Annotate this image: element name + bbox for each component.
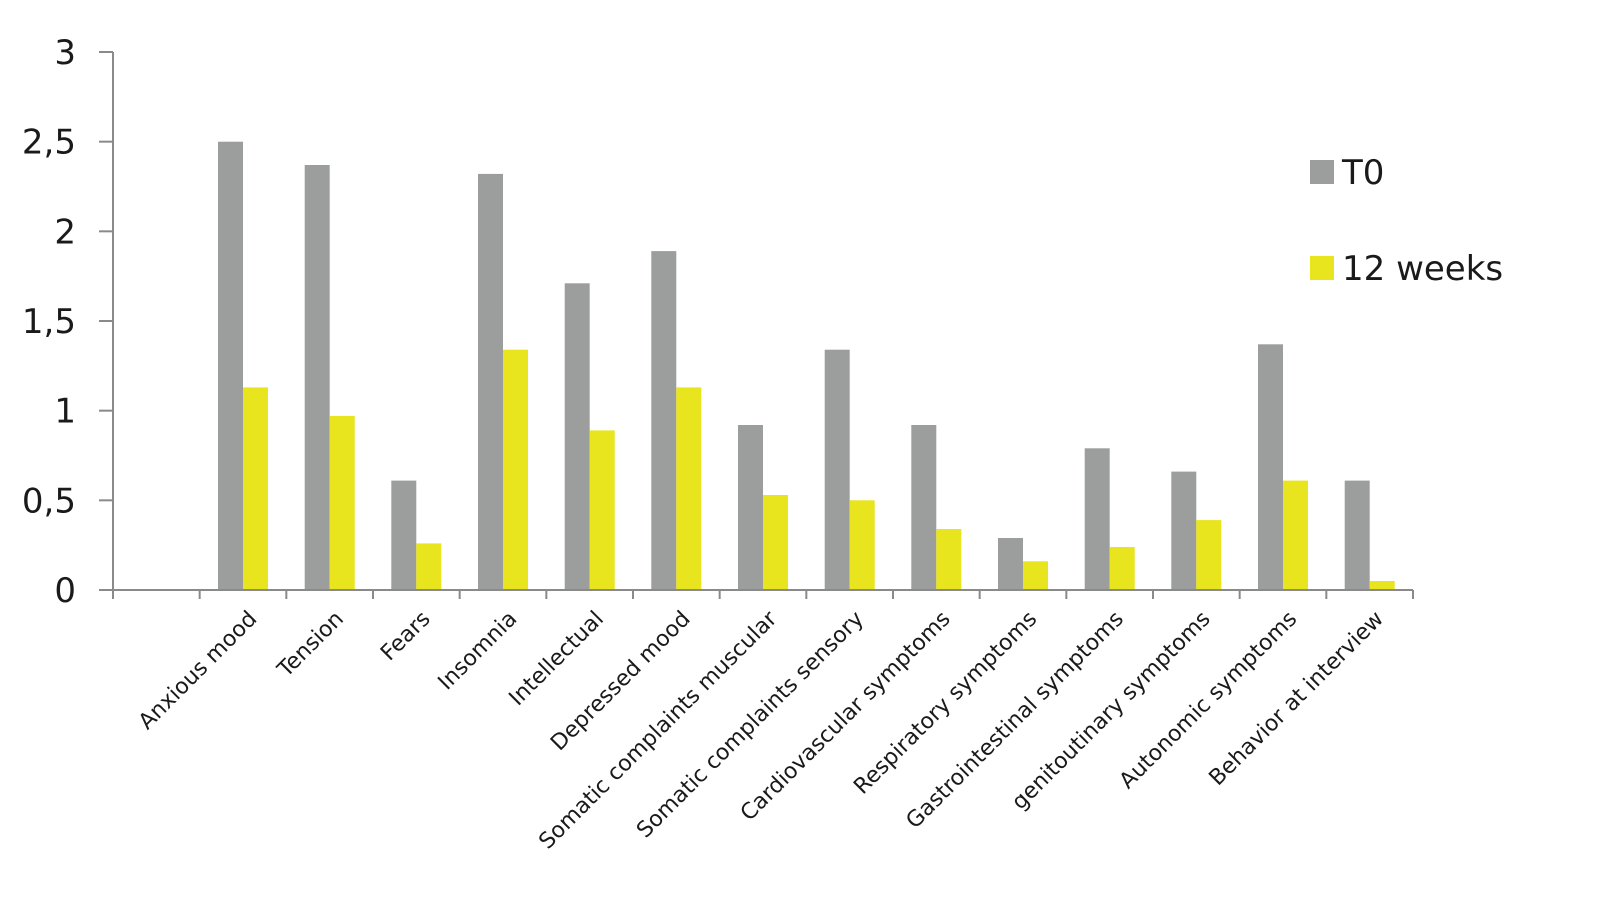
bar-t0-9 (911, 425, 937, 590)
bar-t0-3 (391, 480, 417, 590)
y-tick-label: 1,5 (22, 302, 76, 342)
axes-group (99, 51, 1414, 599)
bar-12-weeks-9 (936, 529, 962, 590)
bar-t0-13 (1258, 344, 1283, 590)
y-tick-labels: 0 0,5 1 1,5 2 2,5 3 (22, 33, 76, 611)
x-tick-label: Behavior at interview (1205, 607, 1389, 791)
bar-t0-12 (1171, 471, 1197, 590)
y-tick-label: 1 (54, 392, 76, 432)
x-tick-label: Respiratory symptoms (849, 607, 1042, 800)
bar-12-weeks-10 (1023, 561, 1048, 590)
y-tick-label: 3 (54, 33, 76, 73)
bar-12-weeks-13 (1283, 480, 1308, 590)
bar-t0-7 (738, 425, 763, 590)
legend-swatch-t0 (1310, 160, 1334, 184)
bar-t0-1 (218, 141, 243, 590)
bar-12-weeks-7 (763, 495, 788, 590)
bar-t0-10 (998, 538, 1023, 590)
bar-t0-14 (1344, 480, 1370, 590)
bar-12-weeks-6 (676, 387, 702, 590)
legend-label-12-weeks: 12 weeks (1342, 249, 1503, 289)
y-tick-label: 2,5 (22, 123, 76, 163)
bar-t0-11 (1084, 448, 1110, 590)
bar-t0-6 (651, 251, 677, 590)
y-tick-label: 2 (54, 212, 76, 252)
x-tick-label: Autonomic symptoms (1115, 607, 1302, 794)
x-tick-label: Tension (272, 607, 348, 683)
x-tick-label: Anxious mood (134, 607, 262, 735)
bar-t0-2 (304, 165, 330, 590)
bar-t0-5 (564, 283, 590, 590)
x-tick-label: Insomnia (434, 607, 523, 696)
bar-12-weeks-2 (329, 416, 355, 590)
bar-12-weeks-4 (503, 349, 528, 590)
legend-label-t0: T0 (1341, 153, 1384, 193)
bars-group (218, 141, 1395, 590)
legend: T0 12 weeks (1310, 153, 1503, 289)
x-tick-labels: Anxious mood Tension FearsInsomniaIntellec… (134, 606, 1389, 854)
bar-12-weeks-12 (1196, 520, 1222, 590)
y-tick-label: 0,5 (22, 481, 76, 521)
bar-12-weeks-8 (849, 500, 875, 590)
bar-12-weeks-14 (1369, 581, 1395, 590)
bar-12-weeks-1 (243, 387, 268, 590)
bar-t0-4 (478, 173, 503, 590)
bar-12-weeks-3 (416, 543, 442, 590)
bar-12-weeks-5 (589, 430, 615, 590)
x-tick-label: Fears (376, 607, 435, 666)
legend-swatch-12-weeks (1310, 256, 1334, 280)
y-tick-label: 0 (54, 571, 76, 611)
bar-12-weeks-11 (1109, 547, 1135, 590)
bar-t0-8 (824, 349, 850, 590)
